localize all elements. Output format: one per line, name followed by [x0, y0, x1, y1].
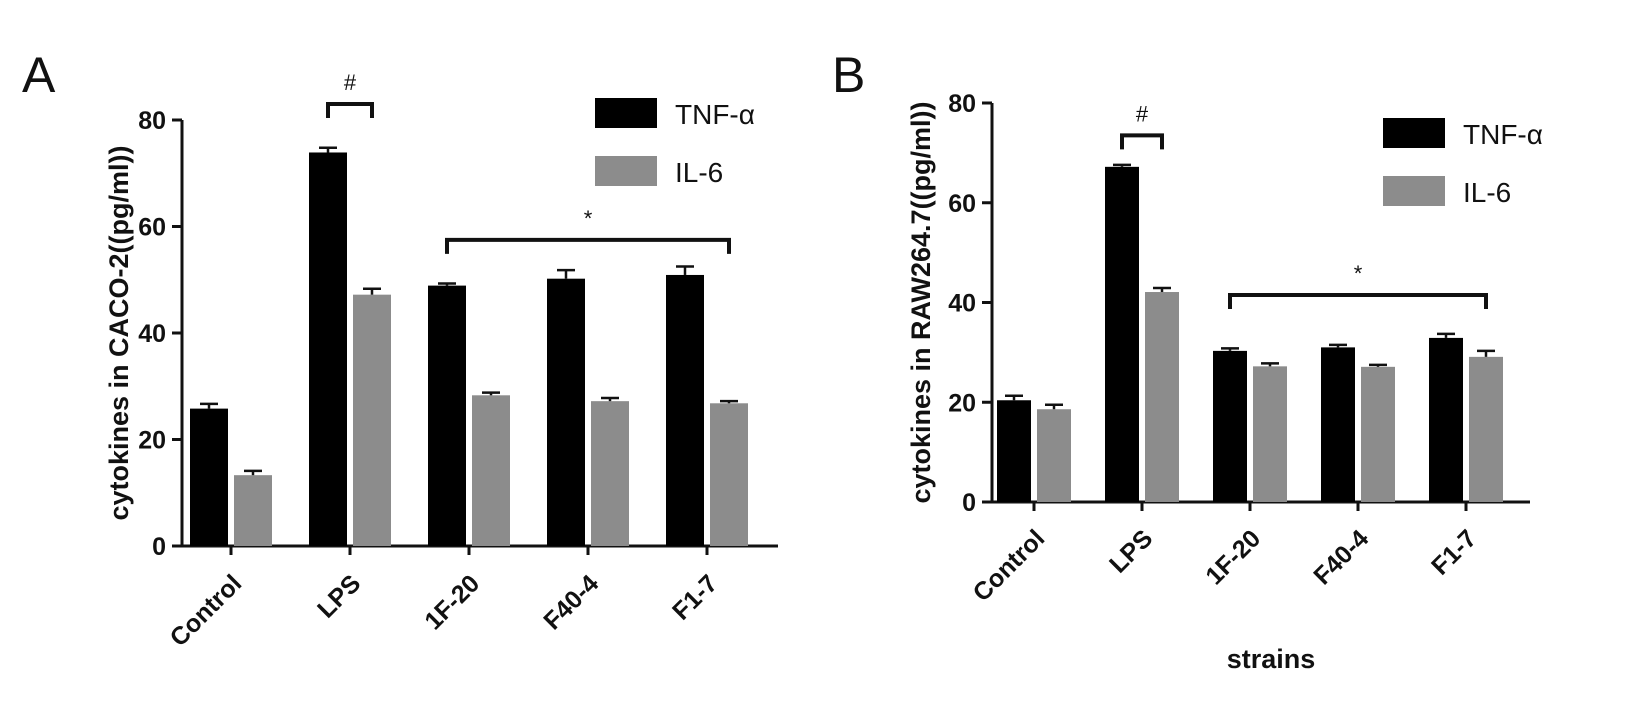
bar-il6 [1037, 409, 1071, 502]
bar-il6 [472, 395, 510, 546]
x-category-label: Control [165, 569, 248, 652]
bar-il6 [353, 294, 391, 546]
bar-tnf [666, 274, 704, 546]
legend-label: IL-6 [1463, 177, 1511, 208]
bar-il6 [1469, 356, 1503, 502]
y-tick-label: 60 [948, 190, 976, 218]
bar-il6 [591, 401, 629, 546]
significance-bracket [445, 237, 731, 254]
significance-mark: * [1354, 261, 1363, 286]
bar-tnf [1105, 166, 1139, 502]
x-category-label: F40-4 [1308, 524, 1374, 590]
bar-tnf [1213, 350, 1247, 502]
bar-il6 [1361, 366, 1395, 502]
bar-il6 [1253, 366, 1287, 502]
x-category-label: 1F-20 [419, 569, 485, 635]
y-tick-label: 40 [138, 320, 166, 348]
bar-tnf [1321, 347, 1355, 502]
y-tick-label: 40 [948, 290, 976, 318]
legend-label: TNF-α [675, 99, 755, 130]
bar-tnf [309, 152, 347, 547]
y-tick-label: 20 [948, 389, 976, 417]
y-axis-title: cytokines in CACO-2((pg/ml)) [104, 145, 134, 520]
x-category-label: F40-4 [538, 569, 604, 635]
legend-swatch [595, 98, 657, 128]
bar-il6 [710, 403, 748, 546]
y-tick-label: 80 [138, 107, 166, 135]
panel-letter: B [832, 47, 865, 103]
significance-mark: * [584, 206, 593, 231]
y-tick-label: 60 [138, 214, 166, 242]
panel-b: B 0 20 40 60 80 cytokines in RAW264.7((pg/ml))… [832, 47, 1543, 674]
bar-il6 [1145, 292, 1179, 502]
x-category-label: Control [968, 524, 1051, 607]
significance-bracket [326, 102, 374, 119]
legend-swatch [595, 156, 657, 186]
x-category-label: F1-7 [667, 569, 723, 625]
bar-tnf [547, 278, 585, 546]
y-tick-label: 0 [962, 489, 976, 517]
y-tick-label: 20 [138, 427, 166, 455]
x-category-label: LPS [1104, 524, 1158, 578]
bar-il6 [234, 475, 272, 546]
significance-bracket [1120, 133, 1164, 150]
significance-mark: # [344, 70, 357, 95]
legend-swatch [1383, 176, 1445, 206]
legend-label: IL-6 [675, 157, 723, 188]
panel-letter: A [22, 47, 56, 103]
bar-tnf [428, 285, 466, 546]
bar-tnf [190, 408, 228, 546]
legend-label: TNF-α [1463, 119, 1543, 150]
y-tick-label: 0 [152, 533, 166, 561]
legend-swatch [1383, 118, 1445, 148]
x-category-label: F1-7 [1426, 524, 1482, 580]
y-axis-title: cytokines in RAW264.7((pg/ml)) [906, 101, 936, 503]
x-axis-title: strains [1227, 644, 1316, 674]
significance-bracket [1228, 293, 1488, 310]
x-category-label: 1F-20 [1200, 524, 1266, 590]
y-tick-label: 80 [948, 90, 976, 118]
bar-tnf [997, 400, 1031, 502]
significance-mark: # [1136, 101, 1149, 126]
bar-tnf [1429, 337, 1463, 502]
x-category-label: LPS [312, 569, 366, 623]
